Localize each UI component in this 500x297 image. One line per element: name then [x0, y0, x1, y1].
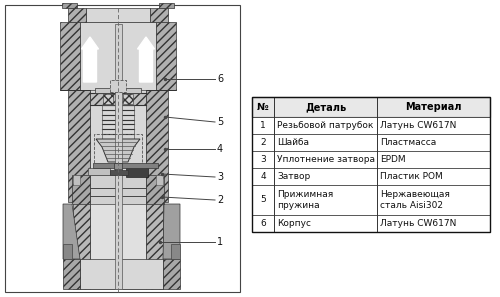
Bar — [252, 168, 490, 185]
Bar — [80, 22, 156, 90]
Text: Латунь CW617N: Латунь CW617N — [380, 121, 456, 130]
Bar — [103, 94, 113, 104]
Text: EPDM: EPDM — [380, 155, 406, 164]
Text: Деталь: Деталь — [305, 102, 346, 112]
Text: 2: 2 — [217, 195, 223, 205]
Text: 3: 3 — [260, 155, 266, 164]
FancyArrow shape — [138, 37, 154, 82]
Bar — [72, 175, 90, 204]
Text: 1: 1 — [260, 121, 266, 130]
Bar — [110, 80, 126, 92]
Bar — [73, 175, 80, 185]
Bar — [5, 5, 240, 292]
FancyArrow shape — [82, 37, 98, 82]
Bar — [93, 163, 158, 168]
Bar — [73, 202, 90, 289]
Bar — [114, 163, 122, 169]
Bar — [102, 105, 134, 139]
Bar — [150, 8, 168, 22]
Text: 4: 4 — [217, 144, 223, 154]
Bar — [159, 3, 174, 8]
Polygon shape — [163, 204, 180, 259]
Bar — [123, 94, 133, 104]
Bar — [86, 8, 150, 22]
Bar — [90, 93, 146, 105]
Bar — [115, 24, 122, 289]
Bar — [125, 88, 141, 93]
Bar — [252, 185, 490, 215]
Text: Корпус: Корпус — [277, 219, 311, 228]
Bar — [171, 244, 180, 259]
Text: Латунь CW617N: Латунь CW617N — [380, 219, 456, 228]
Text: Уплотнение затвора: Уплотнение затвора — [277, 155, 375, 164]
Bar — [95, 88, 111, 93]
Bar — [88, 168, 110, 175]
Text: Затвор: Затвор — [277, 172, 310, 181]
Bar — [60, 22, 80, 90]
Bar — [80, 259, 163, 289]
Text: Нержавеющая
сталь Aisi302: Нержавеющая сталь Aisi302 — [380, 190, 450, 210]
Text: 6: 6 — [217, 74, 223, 84]
Bar — [110, 170, 128, 175]
Polygon shape — [63, 204, 80, 259]
Bar — [252, 97, 490, 232]
Bar — [63, 244, 72, 259]
Text: 2: 2 — [260, 138, 266, 147]
Text: 3: 3 — [217, 172, 223, 182]
Bar — [252, 134, 490, 151]
Bar — [90, 90, 146, 202]
Text: 5: 5 — [217, 117, 223, 127]
Text: 6: 6 — [260, 219, 266, 228]
Bar — [90, 175, 146, 204]
Bar — [90, 202, 146, 289]
Bar — [252, 97, 490, 117]
Text: Резьбовой патрубок: Резьбовой патрубок — [277, 121, 374, 130]
Text: 1: 1 — [217, 237, 223, 247]
Text: Прижимная
пружина: Прижимная пружина — [277, 190, 333, 210]
Bar — [68, 90, 90, 202]
Bar — [62, 3, 77, 8]
Bar — [252, 215, 490, 232]
Bar — [68, 8, 86, 22]
Bar — [146, 175, 164, 204]
Bar — [146, 90, 168, 202]
Bar — [252, 151, 490, 168]
Bar — [146, 202, 163, 289]
Bar — [163, 259, 180, 289]
Text: Шайба: Шайба — [277, 138, 309, 147]
Bar — [252, 117, 490, 134]
Bar — [63, 259, 80, 289]
Polygon shape — [96, 139, 140, 162]
Text: 4: 4 — [260, 172, 266, 181]
Text: Пластик POM: Пластик POM — [380, 172, 443, 181]
Bar — [156, 175, 163, 185]
Text: №: № — [257, 102, 269, 112]
Text: Материал: Материал — [405, 102, 462, 112]
Bar — [94, 134, 142, 167]
Bar — [126, 168, 148, 177]
Text: Пластмасса: Пластмасса — [380, 138, 436, 147]
Bar — [156, 22, 176, 90]
Text: 5: 5 — [260, 195, 266, 205]
